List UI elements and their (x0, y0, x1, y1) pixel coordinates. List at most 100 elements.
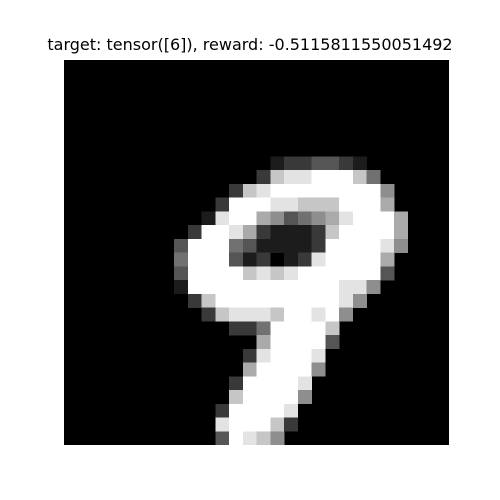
digit-pixel (297, 156, 312, 171)
digit-pixel (215, 225, 230, 240)
digit-pixel (352, 170, 367, 185)
digit-pixel (201, 238, 216, 253)
digit-pixel (215, 238, 230, 253)
digit-pixel (215, 417, 230, 432)
digit-pixel (270, 431, 285, 445)
digit-pixel (256, 403, 271, 418)
digit-pixel (339, 197, 354, 212)
digit-pixel (311, 266, 326, 281)
digit-pixel (380, 225, 395, 240)
digit-pixel (352, 156, 367, 171)
digit-pixel (201, 266, 216, 281)
digit-pixel (325, 293, 340, 308)
digit-pixel (380, 266, 395, 281)
digit-pixel (187, 280, 202, 295)
digit-pixel (256, 211, 271, 226)
digit-pixel (297, 348, 312, 363)
digit-pixel (242, 252, 257, 267)
digit-pixel (339, 170, 354, 185)
plot-title: target: tensor([6]), reward: -0.51158115… (47, 35, 453, 54)
digit-pixel (174, 238, 189, 253)
digit-pixel (311, 197, 326, 212)
digit-pixel (366, 266, 381, 281)
digit-pixel (201, 280, 216, 295)
digit-pixel (325, 238, 340, 253)
digit-pixel (325, 156, 340, 171)
digit-pixel (229, 431, 244, 445)
digit-pixel (380, 183, 395, 198)
digit-pixel (352, 211, 367, 226)
digit-pixel (297, 321, 312, 336)
digit-pixel (256, 321, 271, 336)
digit-pixel (284, 307, 299, 322)
digit-pixel (284, 417, 299, 432)
digit-pixel (325, 225, 340, 240)
digit-pixel (284, 376, 299, 391)
digit-pixel (394, 211, 409, 226)
digit-pixel (366, 183, 381, 198)
digit-pixel (311, 252, 326, 267)
digit-pixel (284, 348, 299, 363)
digit-pixel (339, 225, 354, 240)
digit-pixel (366, 211, 381, 226)
digit-pixel (352, 225, 367, 240)
digit-pixel (380, 197, 395, 212)
digit-pixel (366, 225, 381, 240)
digit-pixel (284, 390, 299, 405)
digit-pixel (325, 197, 340, 212)
digit-pixel (187, 252, 202, 267)
digit-pixel (270, 266, 285, 281)
digit-pixel (284, 238, 299, 253)
digit-pixel (201, 252, 216, 267)
digit-pixel (311, 362, 326, 377)
digit-pixel (256, 417, 271, 432)
digit-pixel (297, 252, 312, 267)
digit-pixel (187, 238, 202, 253)
digit-pixel (229, 417, 244, 432)
digit-pixel (339, 238, 354, 253)
digit-pixel (366, 238, 381, 253)
digit-pixel (270, 225, 285, 240)
digit-pixel (229, 376, 244, 391)
digit-pixel (297, 170, 312, 185)
digit-pixel (242, 362, 257, 377)
digit-pixel (366, 197, 381, 212)
digit-pixel (256, 335, 271, 350)
digit-pixel (270, 376, 285, 391)
digit-pixel (256, 225, 271, 240)
digit-pixel (270, 307, 285, 322)
digit-pixel (256, 293, 271, 308)
digit-pixel (270, 156, 285, 171)
digit-pixel (229, 390, 244, 405)
digit-pixel (325, 335, 340, 350)
digit-pixel (215, 293, 230, 308)
pixel-layer (174, 156, 409, 445)
digit-pixel (339, 211, 354, 226)
digit-pixel (242, 211, 257, 226)
digit-pixel (242, 321, 257, 336)
digit-pixel (352, 238, 367, 253)
digit-pixel (352, 293, 367, 308)
digit-pixel (325, 170, 340, 185)
digit-pixel (352, 252, 367, 267)
digit-pixel (242, 348, 257, 363)
digit-pixel (201, 225, 216, 240)
digit-pixel (297, 266, 312, 281)
digit-pixel (242, 225, 257, 240)
digit-pixel (297, 390, 312, 405)
digit-pixel (284, 266, 299, 281)
digit-pixel (284, 252, 299, 267)
digit-pixel (270, 335, 285, 350)
digit-pixel (325, 211, 340, 226)
digit-pixel (311, 238, 326, 253)
digit-pixel (270, 348, 285, 363)
digit-pixel (297, 183, 312, 198)
digit-pixel (325, 266, 340, 281)
digit-pixel (339, 252, 354, 267)
digit-pixel (352, 197, 367, 212)
digit-pixel (242, 390, 257, 405)
digit-pixel (270, 238, 285, 253)
digit-pixel (229, 225, 244, 240)
digit-pixel (366, 170, 381, 185)
